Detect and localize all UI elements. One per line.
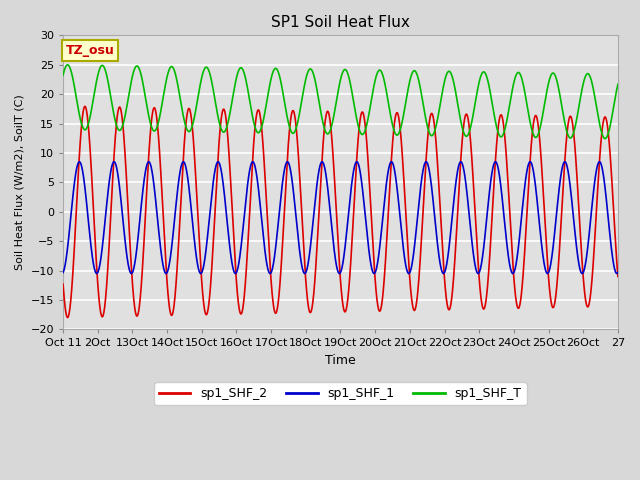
sp1_SHF_2 bbox=[323, 109, 331, 115]
sp1_SHF_T bbox=[64, 62, 72, 68]
X-axis label: Time: Time bbox=[325, 354, 356, 367]
sp1_SHF_T bbox=[297, 104, 305, 109]
sp1_SHF_1 bbox=[323, 177, 330, 183]
sp1_SHF_2 bbox=[614, 274, 621, 279]
Y-axis label: Soil Heat Flux (W/m2), SoilT (C): Soil Heat Flux (W/m2), SoilT (C) bbox=[15, 95, 25, 270]
sp1_SHF_2 bbox=[463, 111, 470, 117]
sp1_SHF_1 bbox=[463, 185, 470, 191]
Line: sp1_SHF_1: sp1_SHF_1 bbox=[63, 162, 618, 274]
sp1_SHF_1 bbox=[614, 270, 621, 276]
sp1_SHF_1 bbox=[335, 271, 343, 276]
sp1_SHF_1 bbox=[292, 216, 300, 221]
Line: sp1_SHF_T: sp1_SHF_T bbox=[63, 65, 618, 139]
sp1_SHF_T bbox=[614, 82, 621, 87]
sp1_SHF_T bbox=[597, 127, 605, 133]
sp1_SHF_2 bbox=[64, 314, 72, 320]
sp1_SHF_2 bbox=[570, 128, 577, 134]
sp1_SHF_T bbox=[323, 131, 331, 136]
sp1_SHF_1 bbox=[60, 270, 67, 276]
sp1_SHF_2 bbox=[297, 195, 305, 201]
Line: sp1_SHF_2: sp1_SHF_2 bbox=[63, 107, 618, 317]
sp1_SHF_1 bbox=[297, 255, 305, 261]
sp1_SHF_2 bbox=[597, 137, 605, 143]
sp1_SHF_T bbox=[601, 136, 609, 142]
Legend: sp1_SHF_2, sp1_SHF_1, sp1_SHF_T: sp1_SHF_2, sp1_SHF_1, sp1_SHF_T bbox=[154, 383, 527, 406]
sp1_SHF_1 bbox=[597, 161, 605, 167]
sp1_SHF_2 bbox=[292, 127, 300, 132]
sp1_SHF_T bbox=[570, 131, 577, 136]
sp1_SHF_T bbox=[292, 125, 300, 131]
sp1_SHF_T bbox=[60, 72, 67, 78]
sp1_SHF_1 bbox=[353, 159, 360, 165]
sp1_SHF_2 bbox=[81, 104, 89, 109]
sp1_SHF_T bbox=[463, 133, 470, 139]
Text: TZ_osu: TZ_osu bbox=[66, 44, 115, 57]
sp1_SHF_1 bbox=[570, 215, 577, 220]
Title: SP1 Soil Heat Flux: SP1 Soil Heat Flux bbox=[271, 15, 410, 30]
sp1_SHF_2 bbox=[60, 281, 67, 287]
